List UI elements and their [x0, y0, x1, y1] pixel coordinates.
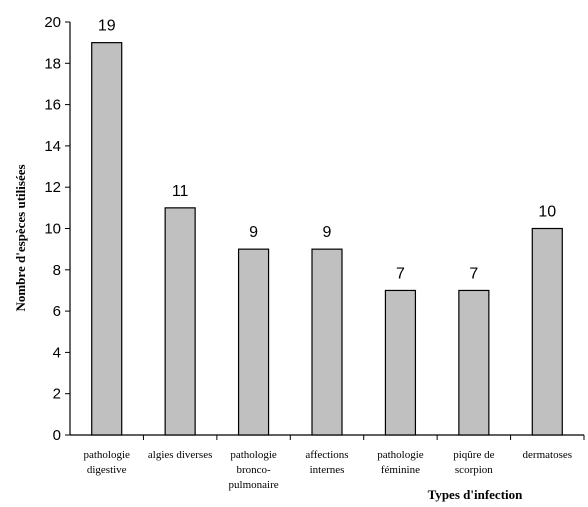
data-label: 9: [323, 224, 332, 241]
x-tick-label: algies diverses: [148, 449, 212, 461]
x-tick-label: pathologie féminine: [377, 449, 424, 476]
data-label: 7: [469, 265, 478, 282]
x-tick-label: piqûre de scorpion: [453, 449, 494, 476]
y-tick-label: 14: [44, 138, 61, 155]
x-tick-label: dermatoses: [523, 449, 572, 461]
bar: [531, 227, 563, 436]
x-tick-label: pathologie digestive: [83, 449, 130, 476]
data-label: 19: [98, 18, 116, 35]
y-axis-title: Nombre d'espèces utilisées: [13, 164, 28, 311]
x-tick-label: pathologie bronco-pulmonaire: [229, 449, 279, 491]
y-tick-label: 20: [44, 14, 61, 31]
x-axis-title: Types d'infection: [428, 487, 524, 502]
x-tick-label: affections internes: [305, 449, 348, 476]
bar: [237, 248, 270, 436]
y-tick-label: 8: [53, 262, 61, 279]
y-tick-label: 18: [44, 55, 61, 72]
bar: [311, 248, 343, 436]
data-label: 10: [538, 204, 556, 221]
y-tick-label: 16: [44, 97, 61, 114]
bar: [384, 289, 417, 436]
y-tick-label: 4: [53, 344, 61, 361]
data-label: 11: [172, 183, 189, 200]
bar: [458, 289, 490, 436]
y-tick-label: 6: [53, 303, 61, 320]
y-tick-label: 10: [44, 221, 61, 238]
y-tick-label: 12: [44, 179, 61, 196]
bar: [91, 42, 123, 436]
y-tick-label: 2: [53, 386, 61, 403]
y-tick-label: 0: [53, 427, 61, 444]
bar: [164, 207, 196, 436]
data-label: 7: [396, 265, 405, 282]
data-label: 9: [249, 224, 258, 241]
